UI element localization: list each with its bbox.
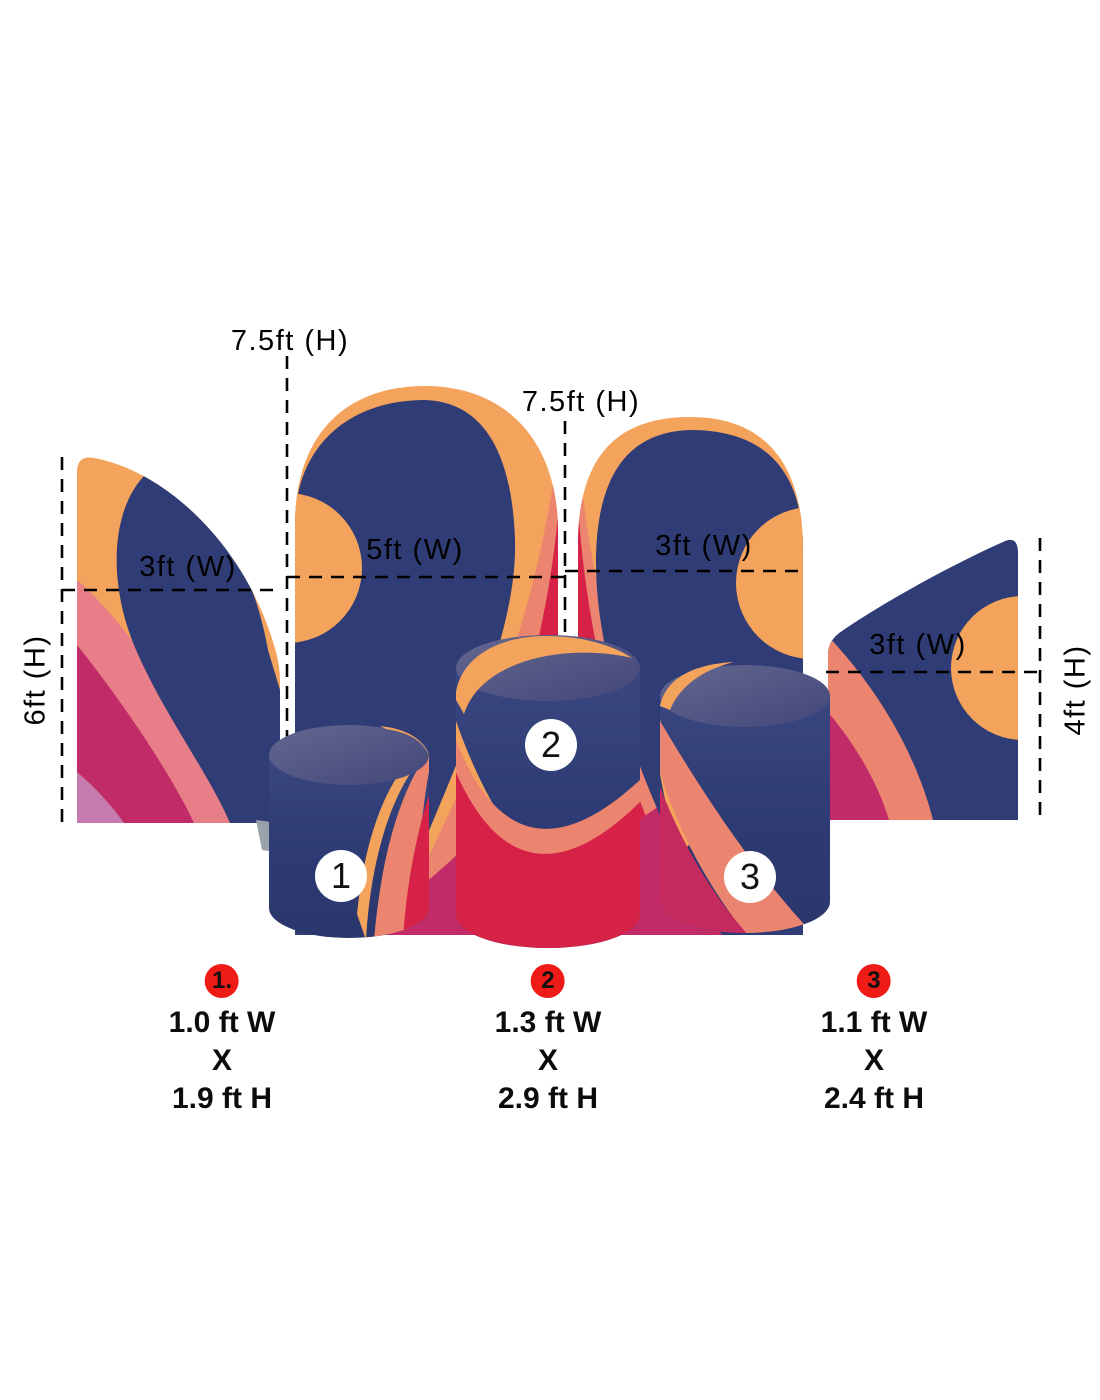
cylinder-1-separator: X bbox=[211, 1044, 233, 1077]
cylinder-2-specs: 2 1.3 ft W X 2.9 ft H bbox=[494, 964, 602, 1118]
cylinder-2-height-spec: 2.9 ft H bbox=[497, 1082, 599, 1115]
left-arch-height-label: 6ft (H) bbox=[19, 634, 52, 726]
cylinder-2-rim-swoosh bbox=[456, 636, 632, 714]
cylinder-1-width-spec: 1.0 ft W bbox=[168, 1006, 276, 1039]
cylinder-3-specs: 3 1.1 ft W X 2.4 ft H bbox=[820, 964, 928, 1118]
cylinder-2-marker: 2 bbox=[525, 719, 577, 771]
cylinder-1-marker: 1 bbox=[315, 850, 367, 902]
cylinder-3-magenta-stripe bbox=[660, 766, 750, 933]
cylinder-2-width-spec: 1.3 ft W bbox=[494, 1006, 602, 1039]
cylinder-3-width-spec: 1.1 ft W bbox=[820, 1006, 928, 1039]
cylinder-1-rim-swoosh bbox=[380, 726, 430, 760]
cylinder-2-graphic bbox=[456, 635, 640, 948]
cylinder-1-graphic bbox=[269, 725, 430, 938]
center-arch-height-label: 7.5ft (H) bbox=[230, 325, 350, 357]
cylinder-2-crimson-stripe bbox=[456, 768, 640, 948]
measurement-lines bbox=[60, 356, 1042, 822]
left-arch-width-label: 3ft (W) bbox=[139, 551, 237, 583]
cylinder-1-top bbox=[269, 725, 429, 785]
cylinder-2-salmon-stripe bbox=[456, 735, 640, 865]
center-arch-orange-circle bbox=[295, 493, 362, 643]
cylinder-3-marker: 3 bbox=[724, 851, 776, 903]
cylinder-3-rim-swoosh bbox=[660, 662, 734, 710]
far-right-arch-graphic bbox=[828, 539, 1018, 820]
cylinder-1-crimson-stripe bbox=[403, 795, 429, 938]
cylinder-1-specs: 1. 1.0 ft W X 1.9 ft H bbox=[168, 964, 276, 1118]
cylinder-3-height-spec: 2.4 ft H bbox=[823, 1082, 925, 1115]
cylinder-3-top bbox=[660, 665, 830, 727]
cylinder-1-height-spec: 1.9 ft H bbox=[171, 1082, 273, 1115]
left-arch-graphic bbox=[77, 457, 280, 823]
cylinder-2-badge: 2 bbox=[530, 964, 565, 998]
cylinder-3-separator: X bbox=[863, 1044, 885, 1077]
center-arch-width-label: 5ft (W) bbox=[366, 534, 464, 566]
cylinder-3-badge: 3 bbox=[856, 964, 891, 998]
right-arch-height-label: 7.5ft (H) bbox=[521, 386, 641, 418]
cylinder-1-badge: 1. bbox=[204, 964, 239, 998]
far-right-arch-width-label: 3ft (W) bbox=[869, 629, 967, 661]
right-arch-width-label: 3ft (W) bbox=[655, 530, 753, 562]
cylinder-1-orange-stripe bbox=[357, 755, 429, 938]
left-arch-purple-corner bbox=[77, 772, 124, 823]
far-right-arch-magenta-band bbox=[828, 712, 889, 820]
cylinder-2-separator: X bbox=[537, 1044, 559, 1077]
far-right-arch-orange-circle bbox=[951, 596, 1018, 740]
left-arch-magenta-band bbox=[77, 645, 194, 823]
far-right-arch-height-label: 4ft (H) bbox=[1059, 644, 1092, 736]
right-arch-orange-circle bbox=[736, 507, 803, 659]
